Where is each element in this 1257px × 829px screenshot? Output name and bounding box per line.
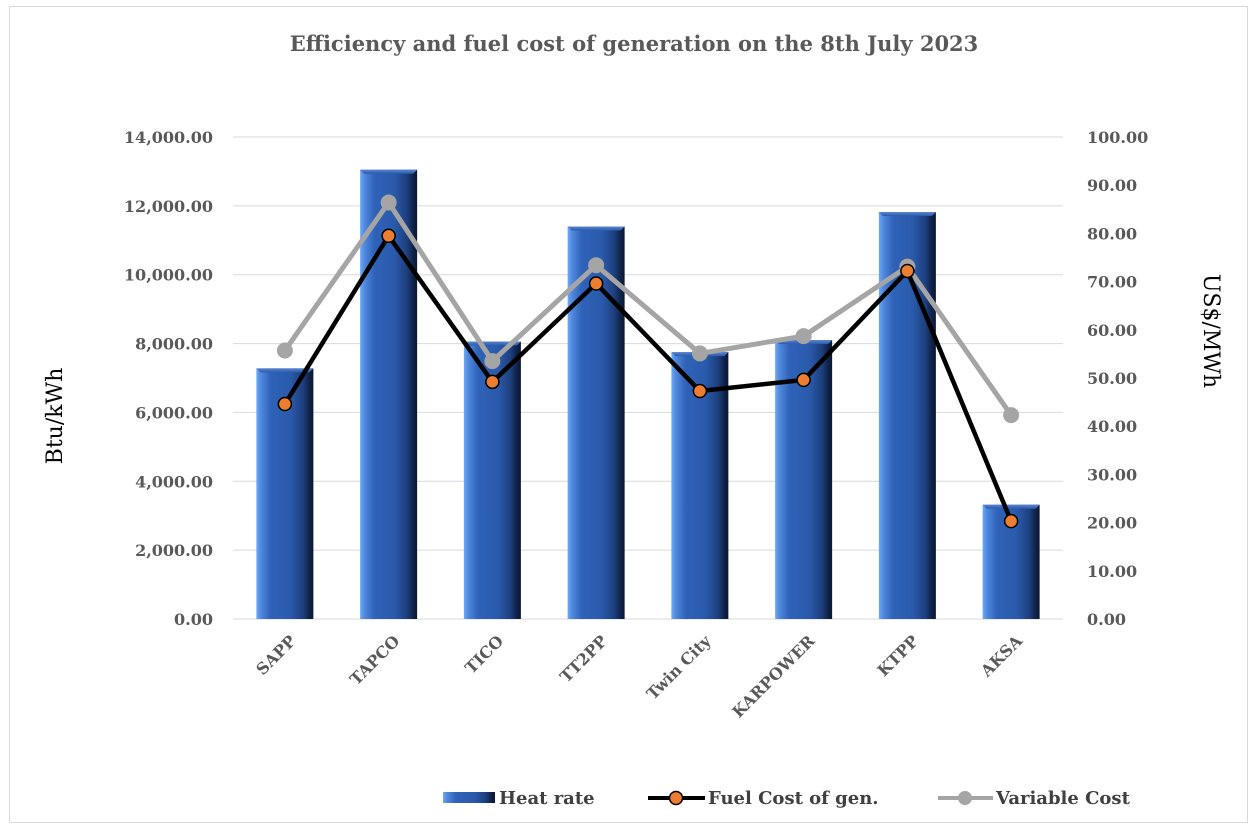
left-axis-title: Btu/kWh — [43, 368, 68, 465]
right-tick-label: 100.00 — [1087, 128, 1148, 147]
bar-top-bevel — [360, 169, 418, 174]
legend-label-variable-cost: Variable Cost — [995, 788, 1131, 809]
right-tick-label: 70.00 — [1087, 273, 1137, 292]
right-tick-label: 80.00 — [1087, 224, 1137, 243]
fuel-cost-point — [900, 263, 915, 279]
right-tick-label: 50.00 — [1087, 369, 1137, 388]
bar-top-bevel — [567, 226, 625, 231]
left-tick-label: 6,000.00 — [135, 403, 213, 422]
variable-cost-point — [795, 328, 812, 345]
legend-item-heat-rate: Heat rate — [443, 788, 595, 809]
variable-cost-point — [1003, 407, 1020, 424]
legend-label-heat-rate: Heat rate — [499, 788, 595, 809]
right-tick-label: 0.00 — [1087, 610, 1126, 629]
right-tick-label: 40.00 — [1087, 417, 1137, 436]
left-tick-label: 10,000.00 — [124, 266, 213, 285]
fuel-cost-point — [485, 374, 500, 390]
legend-bar-swatch — [443, 792, 495, 803]
variable-cost-point — [691, 345, 708, 362]
variable-cost-point — [276, 342, 293, 359]
fuel-cost-point — [588, 276, 604, 291]
left-tick-label: 12,000.00 — [124, 197, 213, 216]
legend-marker-variable-cost — [958, 791, 972, 805]
heat-rate-bars — [256, 169, 1040, 619]
fuel-cost-point — [381, 228, 396, 244]
right-tick-label: 20.00 — [1087, 514, 1137, 533]
right-tick-label: 10.00 — [1087, 562, 1137, 581]
cost-lines — [276, 194, 1020, 529]
right-axis-title: US$/MWh — [1198, 274, 1223, 388]
chart-frame — [9, 6, 1248, 823]
bar-top-bevel — [982, 504, 1040, 509]
left-tick-label: 8,000.00 — [135, 335, 213, 354]
variable-cost-point — [380, 194, 397, 211]
left-tick-label: 0.00 — [174, 610, 213, 629]
fuel-cost-line — [282, 231, 1014, 523]
fuel-cost-point — [277, 396, 293, 412]
fuel-cost-point — [796, 372, 811, 388]
chart-title: Efficiency and fuel cost of generation o… — [290, 31, 979, 56]
legend-item-fuel-cost: Fuel Cost of gen. — [648, 788, 879, 809]
fuel-cost-point — [1003, 513, 1019, 529]
right-tick-label: 60.00 — [1087, 321, 1137, 340]
legend-label-fuel-cost: Fuel Cost of gen. — [708, 788, 879, 809]
left-tick-label: 2,000.00 — [135, 541, 213, 560]
bar-top-bevel — [256, 368, 314, 373]
variable-cost-point — [484, 353, 501, 370]
variable-cost-point — [588, 257, 605, 274]
fuel-cost-point — [692, 383, 708, 399]
bar-top-bevel — [878, 212, 936, 217]
variable-cost-line — [282, 198, 1014, 417]
legend-item-variable-cost: Variable Cost — [938, 788, 1131, 809]
bar — [360, 169, 418, 619]
legend: Heat rate Fuel Cost of gen. Variable Cos… — [443, 788, 1131, 809]
left-axis-ticks: 0.00 2,000.00 4,000.00 6,000.00 8,000.00 10,0… — [124, 128, 213, 629]
bar — [567, 226, 625, 619]
legend-marker-fuel-cost — [668, 790, 684, 806]
left-tick-label: 14,000.00 — [124, 128, 213, 147]
left-tick-label: 4,000.00 — [135, 472, 213, 491]
right-tick-label: 30.00 — [1087, 465, 1137, 484]
right-tick-label: 90.00 — [1087, 176, 1137, 195]
right-axis-ticks: 0.00 10.00 20.00 30.00 40.00 50.00 60.00 70.00 8… — [1087, 128, 1148, 629]
